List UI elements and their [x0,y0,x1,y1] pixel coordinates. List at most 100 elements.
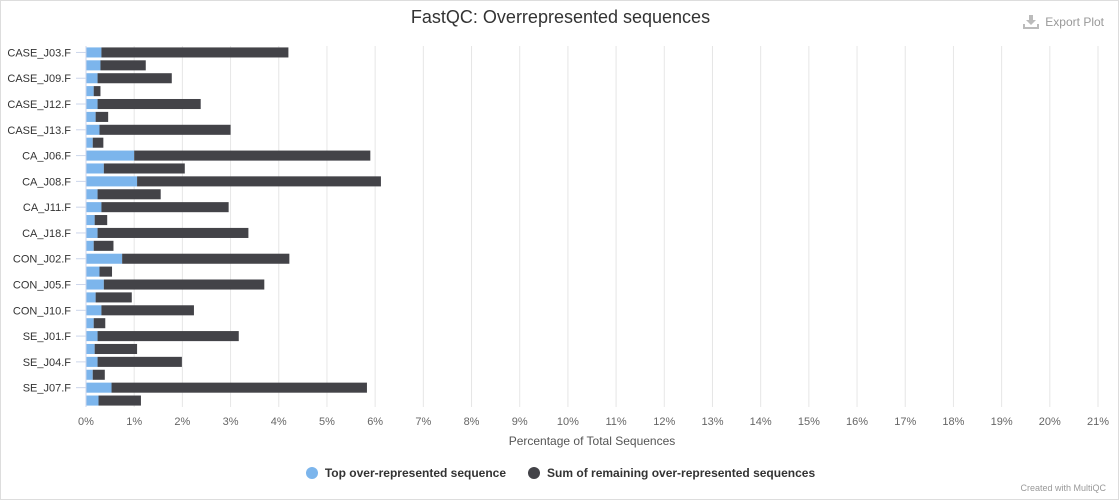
bar-top-sequence[interactable] [86,86,94,97]
bar-remaining-sequences[interactable] [93,86,101,97]
bar-remaining-sequences[interactable] [111,382,367,393]
x-tick-label: 0% [78,416,94,428]
bar-remaining-sequences[interactable] [95,292,132,303]
y-category-label: CASE_J09.F [7,73,71,85]
x-tick-label: 18% [942,416,964,428]
bar-remaining-sequences[interactable] [99,124,231,135]
y-category-label: CON_J05.F [13,280,71,292]
x-tick-label: 10% [557,416,579,428]
bar-remaining-sequences[interactable] [97,98,201,110]
y-category-label: CON_J10.F [13,305,71,317]
x-axis-title: Percentage of Total Sequences [509,434,676,448]
bar-top-sequence[interactable] [86,111,96,122]
bar-top-sequence[interactable] [86,215,95,226]
x-tick-label: 3% [223,416,239,428]
bar-remaining-sequences[interactable] [99,266,113,277]
bar-remaining-sequences[interactable] [98,395,141,406]
bar-top-sequence[interactable] [86,240,94,251]
x-tick-label: 16% [846,416,868,428]
x-tick-label: 2% [174,416,190,428]
bar-top-sequence[interactable] [86,98,98,110]
bar-remaining-sequences[interactable] [97,227,249,238]
bar-top-sequence[interactable] [86,176,138,187]
bar-top-sequence[interactable] [86,369,93,380]
bar-remaining-sequences[interactable] [93,318,106,329]
bar-top-sequence[interactable] [86,60,101,71]
bar-remaining-sequences[interactable] [122,253,290,264]
bar-remaining-sequences[interactable] [95,111,109,122]
x-tick-label: 19% [991,416,1013,428]
bar-top-sequence[interactable] [86,227,98,238]
bar-top-sequence[interactable] [86,73,98,84]
bar-remaining-sequences[interactable] [97,189,161,200]
bar-top-sequence[interactable] [86,331,98,342]
legend-marker-top-sequence [305,467,318,479]
x-tick-label: 8% [464,416,480,428]
bar-remaining-sequences[interactable] [100,60,146,71]
x-tick-label: 15% [798,416,820,428]
bar-top-sequence[interactable] [86,382,112,393]
download-icon [1023,15,1040,29]
legend-item-remaining-sequences[interactable]: Sum of remaining over-represented sequen… [528,466,815,480]
bar-top-sequence[interactable] [86,395,99,406]
y-category-label: CASE_J03.F [7,47,71,59]
x-tick-label: 9% [512,416,528,428]
y-category-label: SE_J01.F [23,331,72,343]
y-category-label: CA_J08.F [22,176,71,188]
legend-label-top-sequence: Top over-represented sequence [324,466,507,480]
bar-top-sequence[interactable] [86,137,93,148]
y-category-label: CASE_J12.F [7,99,71,111]
y-category-label: CA_J18.F [22,228,71,240]
bar-top-sequence[interactable] [86,189,98,200]
x-tick-label: 4% [271,416,287,428]
export-plot-label: Export Plot [1045,15,1104,29]
bar-remaining-sequences[interactable] [94,215,108,226]
bar-top-sequence[interactable] [86,343,95,355]
bar-remaining-sequences[interactable] [101,305,194,316]
y-category-label: SE_J04.F [23,357,72,369]
bars [86,47,381,406]
bar-remaining-sequences[interactable] [92,137,104,148]
bar-remaining-sequences[interactable] [134,150,371,161]
bar-top-sequence[interactable] [86,292,96,303]
bar-top-sequence[interactable] [86,124,100,135]
x-tick-label: 7% [415,416,431,428]
bar-top-sequence[interactable] [86,150,135,161]
bar-remaining-sequences[interactable] [92,369,105,380]
bar-remaining-sequences[interactable] [101,202,229,213]
bar-top-sequence[interactable] [86,305,102,316]
bar-remaining-sequences[interactable] [137,176,381,187]
x-tick-label: 17% [894,416,916,428]
y-category-label: CASE_J13.F [7,125,71,137]
y-category-label: CA_J11.F [23,202,71,214]
x-tick-label: 21% [1087,416,1109,428]
bar-top-sequence[interactable] [86,279,104,290]
x-tick-label: 5% [319,416,335,428]
y-category-label: CON_J02.F [13,254,71,266]
bar-top-sequence[interactable] [86,163,104,174]
bar-top-sequence[interactable] [86,253,123,264]
bar-remaining-sequences[interactable] [103,279,265,290]
legend-item-top-sequence[interactable]: Top over-represented sequence [305,466,507,480]
bar-remaining-sequences[interactable] [94,343,138,355]
x-tick-label: 11% [605,416,626,428]
legend-label-remaining-sequences: Sum of remaining over-represented sequen… [547,466,816,480]
x-tick-label: 6% [367,416,383,428]
x-tick-label: 1% [126,416,142,428]
x-tick-label: 14% [750,416,772,428]
x-tick-label: 13% [701,416,723,428]
legend: Top over-represented sequence Sum of rem… [1,466,1119,480]
bar-top-sequence[interactable] [86,266,100,277]
bar-remaining-sequences[interactable] [97,331,239,342]
bar-remaining-sequences[interactable] [97,356,182,367]
bar-remaining-sequences[interactable] [97,73,172,84]
bar-remaining-sequences[interactable] [101,47,289,58]
export-plot-button[interactable]: Export Plot [1023,15,1104,29]
bar-top-sequence[interactable] [86,318,94,329]
bar-remaining-sequences[interactable] [93,240,114,251]
bar-top-sequence[interactable] [86,356,98,367]
bar-top-sequence[interactable] [86,47,102,58]
bar-top-sequence[interactable] [86,202,102,213]
bar-remaining-sequences[interactable] [103,163,185,174]
